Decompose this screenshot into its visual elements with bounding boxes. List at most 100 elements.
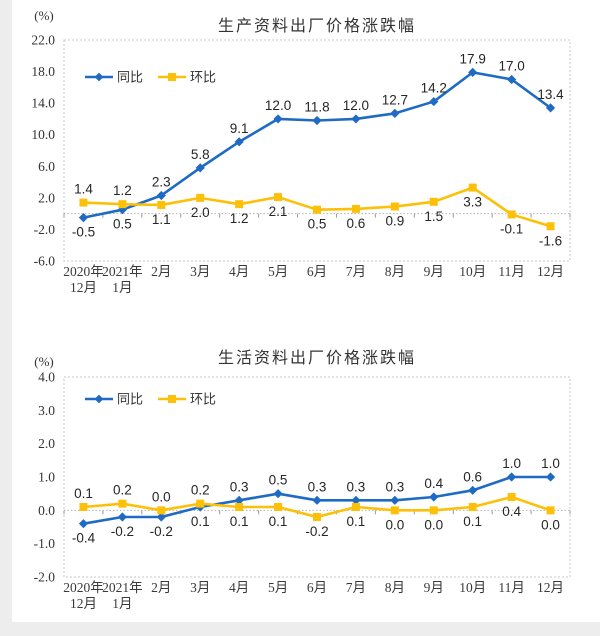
data-point-marker-square bbox=[196, 499, 205, 508]
data-point-label: 1.2 bbox=[230, 211, 249, 226]
chart1-unit-label: (%) bbox=[34, 8, 54, 23]
legend-item-环比: 环比 bbox=[158, 392, 216, 407]
legend-label: 环比 bbox=[190, 70, 216, 85]
data-point-label: -1.6 bbox=[539, 233, 562, 248]
data-point-marker-square bbox=[118, 200, 127, 209]
data-point-marker-diamond bbox=[429, 492, 439, 502]
data-point-label: -0.2 bbox=[305, 524, 328, 539]
x-axis-category-label: 2月 bbox=[151, 264, 171, 279]
x-axis-category-label: 3月 bbox=[190, 580, 210, 595]
data-point-marker-square bbox=[79, 503, 88, 511]
page-edge-bottom bbox=[0, 622, 600, 636]
data-point-label: 0.0 bbox=[152, 489, 171, 504]
x-axis-category-label: 11月 bbox=[498, 264, 525, 279]
x-axis-category-label: 8月 bbox=[385, 580, 405, 595]
x-axis-category-label: 3月 bbox=[190, 264, 210, 279]
data-point-marker-diamond bbox=[468, 67, 478, 77]
data-point-label: 1.0 bbox=[541, 456, 560, 471]
data-point-label: 1.1 bbox=[152, 212, 171, 227]
x-axis-category-label: 2021年 bbox=[102, 580, 143, 595]
y-axis-tick-label: 2.0 bbox=[38, 436, 55, 451]
data-point-marker-diamond bbox=[156, 512, 166, 522]
chart1-title: 生产资料出厂价格涨跌幅 bbox=[218, 17, 416, 35]
data-point-label: 12.0 bbox=[343, 98, 369, 113]
data-point-marker-diamond bbox=[390, 495, 400, 505]
data-point-marker-diamond bbox=[545, 103, 556, 113]
y-axis-tick-label: 14.0 bbox=[31, 96, 55, 111]
data-point-marker-square bbox=[351, 204, 360, 213]
page-edge-left bbox=[0, 0, 12, 636]
data-point-label: 11.8 bbox=[304, 100, 329, 115]
data-point-label: 0.2 bbox=[113, 483, 132, 498]
legend-label: 同比 bbox=[117, 70, 143, 85]
data-point-marker-square bbox=[118, 499, 127, 508]
data-point-label: 12.0 bbox=[265, 98, 291, 113]
x-axis-category-label: 12月 bbox=[70, 280, 97, 295]
data-point-marker-diamond bbox=[468, 485, 478, 495]
data-point-marker-square bbox=[274, 193, 283, 202]
data-point-label: 0.3 bbox=[308, 479, 327, 494]
data-point-label: 12.7 bbox=[382, 92, 408, 107]
data-point-marker-diamond bbox=[195, 163, 205, 173]
data-point-label: 14.2 bbox=[421, 81, 447, 96]
plot-area-border bbox=[63, 376, 571, 578]
data-point-marker-diamond bbox=[78, 519, 89, 529]
data-point-marker-square bbox=[507, 493, 516, 501]
data-point-marker-square bbox=[468, 503, 477, 511]
y-axis-tick-label: -2.0 bbox=[34, 570, 56, 585]
data-point-label: -0.1 bbox=[500, 221, 523, 236]
data-point-label: 0.5 bbox=[113, 217, 132, 232]
data-point-label: 0.4 bbox=[502, 504, 521, 519]
data-point-label: 0.3 bbox=[385, 479, 404, 494]
x-axis-category-label: 8月 bbox=[385, 264, 405, 279]
data-point-marker-diamond bbox=[390, 108, 400, 119]
data-point-marker-square bbox=[235, 503, 244, 511]
x-axis-category-label: 10月 bbox=[459, 580, 486, 595]
data-point-marker-diamond bbox=[507, 74, 517, 85]
data-point-marker-diamond bbox=[273, 489, 283, 499]
y-axis-tick-label: 6.0 bbox=[38, 159, 55, 174]
data-point-marker-diamond bbox=[273, 114, 283, 124]
chart1-plot: 22.018.014.010.06.02.0-2.0-6.02020年12月20… bbox=[31, 33, 571, 295]
data-point-marker-diamond bbox=[507, 472, 517, 482]
data-point-marker-square bbox=[390, 202, 399, 211]
data-point-label: 0.1 bbox=[230, 514, 249, 529]
data-point-label: -0.2 bbox=[111, 524, 134, 539]
data-point-label: 0.5 bbox=[269, 473, 288, 488]
data-point-marker-square bbox=[157, 506, 166, 515]
x-axis-category-label: 6月 bbox=[307, 264, 327, 279]
x-axis-category-label: 4月 bbox=[229, 580, 249, 595]
data-point-label: 13.4 bbox=[537, 87, 564, 102]
x-axis-category-label: 6月 bbox=[307, 580, 327, 595]
x-axis-category-label: 11月 bbox=[498, 580, 525, 595]
data-point-label: 0.0 bbox=[385, 517, 404, 532]
y-axis-tick-label: 4.0 bbox=[38, 370, 55, 385]
data-point-marker-square bbox=[157, 200, 166, 209]
data-point-label: 3.3 bbox=[463, 195, 482, 210]
x-axis-category-label: 12月 bbox=[70, 596, 97, 611]
data-point-label: 1.2 bbox=[113, 183, 132, 198]
data-point-label: 1.5 bbox=[424, 209, 443, 224]
data-point-marker-square bbox=[196, 193, 205, 202]
y-axis-tick-label: -6.0 bbox=[34, 254, 56, 269]
data-point-marker-diamond bbox=[156, 190, 166, 201]
data-point-label: 9.1 bbox=[230, 121, 249, 136]
legend-label: 同比 bbox=[117, 392, 143, 407]
data-point-marker-square bbox=[79, 198, 88, 207]
data-point-label: 0.1 bbox=[463, 514, 482, 529]
plot-area-border bbox=[63, 39, 571, 262]
chart2-unit-label: (%) bbox=[34, 354, 54, 369]
data-point-marker-diamond bbox=[78, 212, 89, 223]
data-point-label: 0.0 bbox=[424, 517, 443, 532]
data-point-marker-diamond bbox=[545, 472, 556, 482]
data-point-label: 0.5 bbox=[308, 217, 327, 232]
legend-marker-square bbox=[168, 73, 176, 81]
data-point-marker-square bbox=[235, 200, 244, 209]
data-point-marker-square bbox=[313, 513, 321, 521]
legend-item-同比: 同比 bbox=[85, 70, 143, 85]
data-point-label: 0.1 bbox=[269, 514, 288, 529]
y-axis-tick-label: 18.0 bbox=[31, 64, 55, 79]
x-axis-category-label: 4月 bbox=[229, 264, 249, 279]
data-point-label: 0.3 bbox=[347, 479, 366, 494]
